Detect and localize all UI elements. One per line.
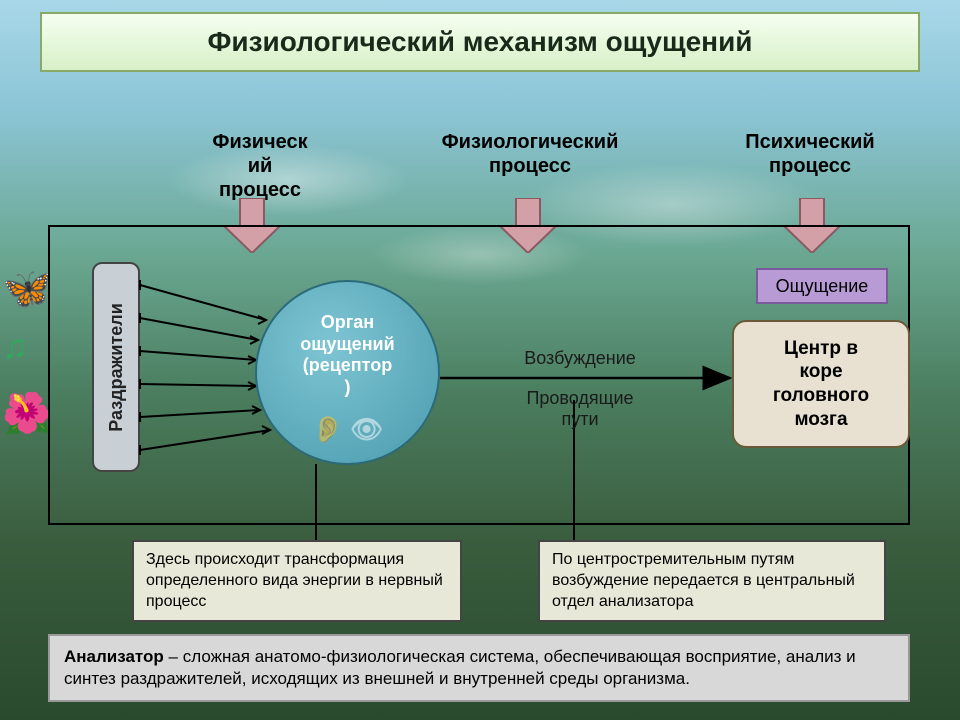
- music-note-icon: ♫: [2, 328, 28, 367]
- footer-term: Анализатор: [64, 647, 164, 666]
- node-stimuli-label: Раздражители: [106, 303, 127, 432]
- butterfly-icon: 🦋: [2, 265, 52, 312]
- label-physical-process: Физическийпроцесс: [180, 130, 340, 202]
- node-cortex-center: Центр вкореголовногомозга: [732, 320, 910, 448]
- ear-icon: 👂: [312, 414, 344, 445]
- label-pathways: Проводящиепути: [500, 388, 660, 430]
- node-sense-organ: Органощущений(рецептор) 👂 👁: [255, 280, 440, 465]
- node-cortex-label: Центр вкореголовногомозга: [773, 337, 869, 432]
- label-psychic-process: Психическийпроцесс: [720, 130, 900, 178]
- footer-definition-text: – сложная анатомо-физиологическая систем…: [64, 647, 856, 688]
- eye-icon: 👁: [350, 414, 383, 445]
- label-physiological-process: Физиологическийпроцесс: [410, 130, 650, 178]
- node-sensation-label: Ощущение: [776, 276, 869, 297]
- note-centripetal-text: По центростремительным путям возбуждение…: [552, 551, 855, 610]
- page-title: Физиологический механизм ощущений: [207, 26, 752, 58]
- note-centripetal: По центростремительным путям возбуждение…: [538, 540, 886, 622]
- page-title-bar: Физиологический механизм ощущений: [40, 12, 920, 72]
- flower-icon: 🌺: [2, 390, 52, 437]
- node-sense-organ-label: Органощущений(рецептор): [300, 312, 394, 398]
- note-transformation: Здесь происходит трансформация определен…: [132, 540, 462, 622]
- label-excitation: Возбуждение: [500, 348, 660, 369]
- footer-definition: Анализатор – сложная анатомо-физиологиче…: [48, 634, 910, 702]
- node-stimuli: Раздражители: [92, 262, 140, 472]
- note-transformation-text: Здесь происходит трансформация определен…: [146, 551, 443, 610]
- node-sensation: Ощущение: [756, 268, 888, 304]
